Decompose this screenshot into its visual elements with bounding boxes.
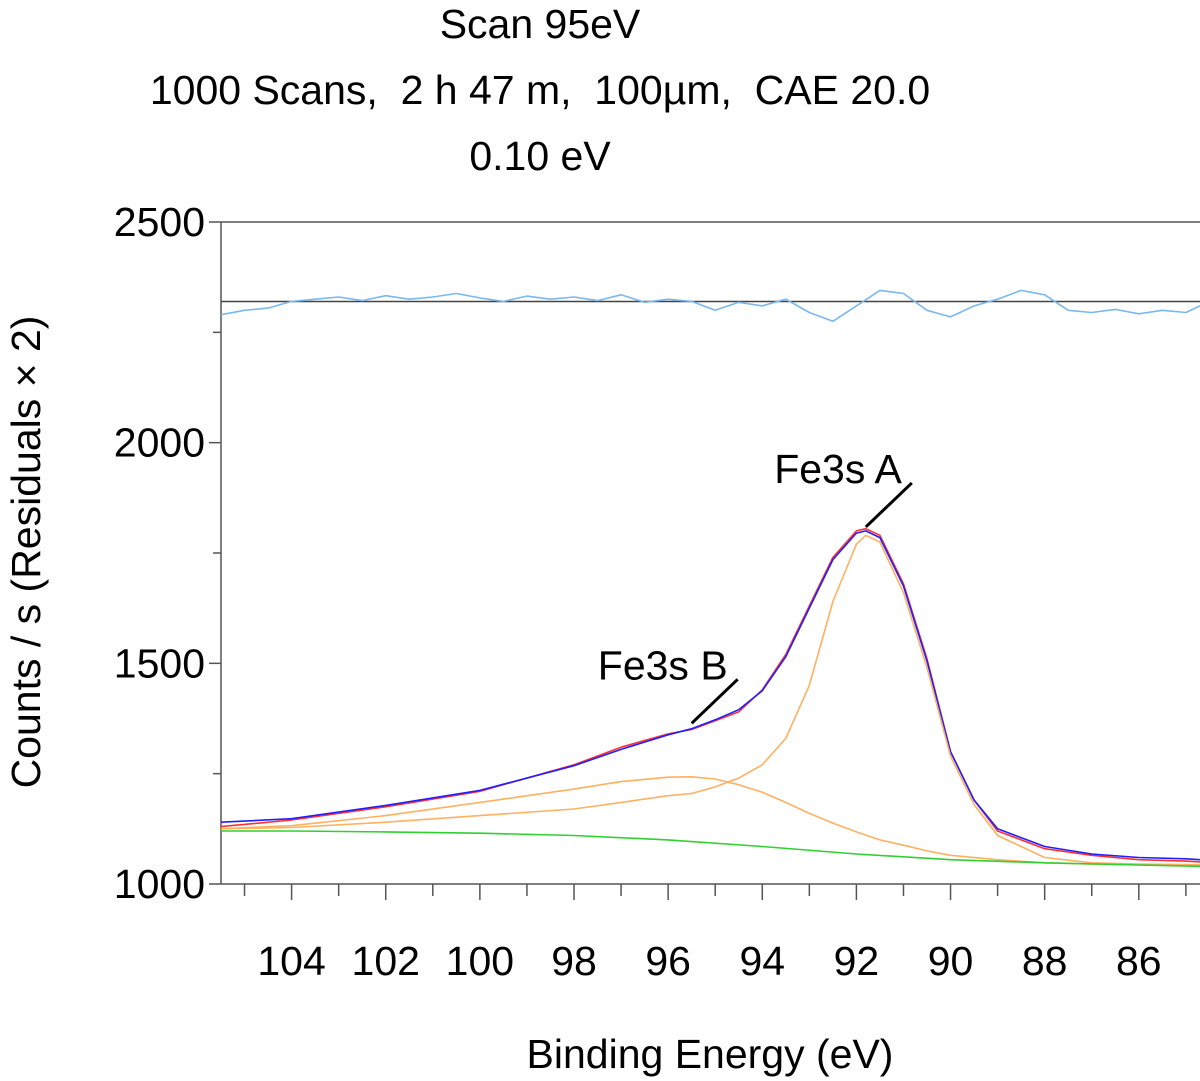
- y-tick-label: 2000: [114, 420, 205, 466]
- x-tick-label: 96: [645, 938, 691, 984]
- series-line-4: [221, 830, 1200, 868]
- chart-title-line-1: Scan 95eV: [439, 1, 641, 47]
- series-line-5: [220, 289, 1200, 323]
- x-tick-label: 92: [834, 938, 880, 984]
- x-tick-label: 104: [257, 938, 325, 984]
- annotation-label-0: Fe3s A: [774, 446, 902, 492]
- x-tick-label: 102: [352, 938, 420, 984]
- y-tick-label: 1000: [114, 861, 205, 907]
- chart-title-line-3: 0.10 eV: [469, 133, 611, 179]
- plot-frame: [220, 221, 1200, 885]
- chart-title-line-2: 1000 Scans, 2 h 47 m, 100µm, CAE 20.0: [149, 67, 931, 113]
- series-line-2: [220, 534, 1200, 866]
- x-tick-label: 90: [928, 938, 974, 984]
- x-tick-label: 100: [446, 938, 514, 984]
- annotation-leader-1: [690, 678, 739, 725]
- x-tick-label: 88: [1022, 938, 1068, 984]
- y-tick-label: 2500: [114, 199, 205, 245]
- series-line-0: [220, 527, 1200, 863]
- annotation-layer: Fe3s A Fe3s B: [598, 446, 913, 725]
- annotation-leader-0: [864, 481, 913, 529]
- tick-layer: 1000 1500 2000 2500 104 102 100 98 96 94 92 90 88 86: [114, 199, 1187, 984]
- series-line-3: [220, 775, 1200, 866]
- x-tick-label: 86: [1116, 938, 1162, 984]
- series-line-1: [220, 530, 1200, 861]
- y-tick-label: 1500: [114, 640, 205, 686]
- series-layer: [220, 289, 1200, 868]
- x-tick-label: 94: [739, 938, 785, 984]
- x-tick-label: 98: [551, 938, 597, 984]
- annotation-label-1: Fe3s B: [598, 642, 728, 688]
- x-axis-label: Binding Energy (eV): [527, 1031, 894, 1077]
- y-axis-label: Counts / s (Residuals × 2): [3, 316, 49, 789]
